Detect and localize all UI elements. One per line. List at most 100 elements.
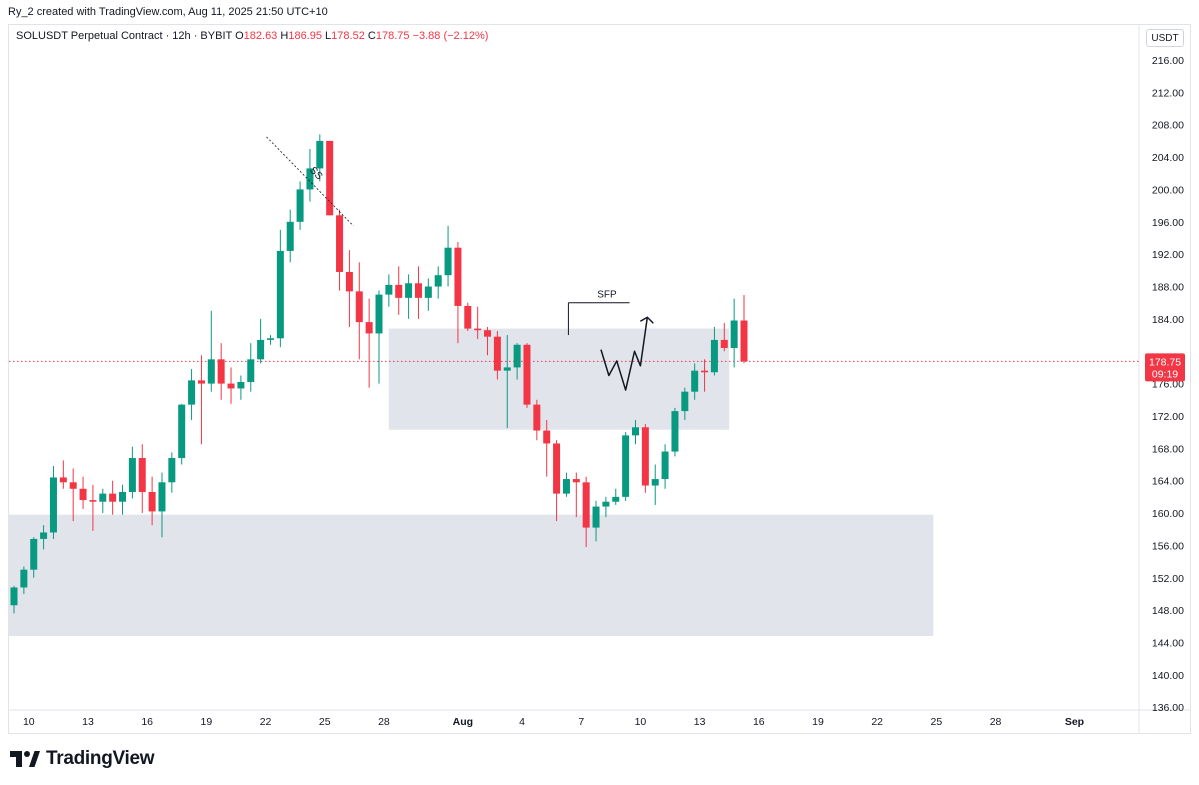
chart-credit: Ry_2 created with TradingView.com, Aug 1… — [8, 6, 328, 18]
candle-body — [326, 140, 334, 216]
candle — [533, 399, 541, 441]
candle-body — [691, 370, 699, 392]
candle — [641, 424, 649, 493]
candle-body — [385, 284, 393, 295]
candle — [503, 335, 511, 429]
candle — [464, 302, 472, 332]
candle-body — [513, 344, 521, 368]
candle-body — [592, 506, 600, 528]
candle-body — [365, 322, 373, 334]
candle-body — [266, 338, 274, 340]
candle — [49, 466, 57, 539]
open-label: O — [235, 30, 244, 42]
x-tick-label: 28 — [378, 716, 390, 728]
y-tick-label: 144.00 — [1152, 637, 1184, 649]
candle — [612, 488, 620, 505]
symbol-title: SOLUSDT Perpetual Contract · 12h · BYBIT — [16, 30, 233, 42]
y-tick-label: 148.00 — [1152, 605, 1184, 617]
candle — [365, 298, 373, 388]
x-tick-label: 22 — [871, 716, 883, 728]
y-tick-label: 156.00 — [1152, 540, 1184, 552]
candle — [444, 225, 452, 287]
candle — [740, 295, 748, 364]
candle — [178, 403, 186, 465]
zone-rect-0 — [9, 514, 934, 637]
candle — [395, 266, 403, 315]
candle — [543, 420, 551, 477]
candle — [20, 566, 28, 594]
candle — [385, 274, 393, 307]
candle — [434, 266, 442, 299]
candle — [701, 359, 709, 392]
y-tick-label: 196.00 — [1152, 217, 1184, 229]
x-tick-label: 10 — [23, 716, 35, 728]
y-tick-label: 216.00 — [1152, 55, 1184, 67]
y-tick-label: 136.00 — [1152, 702, 1184, 714]
price-badge-price: 178.75 — [1149, 356, 1181, 368]
candle-body — [701, 370, 709, 373]
candle-body — [730, 320, 738, 349]
candle — [207, 310, 215, 392]
candle-body — [316, 140, 324, 169]
candle-body — [89, 500, 97, 502]
candle-body — [345, 271, 353, 292]
candle-body — [20, 569, 28, 588]
candle — [553, 440, 561, 522]
candle — [484, 326, 492, 356]
candle — [286, 209, 294, 263]
candle — [661, 444, 669, 489]
y-tick-label: 204.00 — [1152, 152, 1184, 164]
candle — [493, 331, 501, 380]
candle-body — [503, 367, 511, 371]
close-label: C — [367, 30, 376, 42]
candle — [316, 134, 324, 182]
symbol-legend[interactable]: SOLUSDT Perpetual Contract · 12h · BYBIT… — [16, 30, 488, 42]
candle-body — [444, 247, 452, 276]
x-tick-label: 19 — [201, 716, 213, 728]
candle — [69, 468, 77, 522]
currency-selector[interactable]: USDT — [1146, 29, 1184, 47]
candle-body — [59, 477, 67, 483]
candle-body — [602, 501, 610, 507]
candle-body — [69, 482, 77, 489]
candle-body — [631, 427, 639, 436]
x-tick-label: Sep — [1065, 716, 1084, 728]
candle-body — [227, 383, 235, 389]
candle-body — [40, 532, 48, 539]
candle-body — [237, 381, 245, 389]
candle-body — [710, 339, 718, 373]
candle — [671, 407, 679, 457]
candle — [474, 306, 482, 340]
y-tick-label: 164.00 — [1152, 476, 1184, 488]
candle — [336, 209, 344, 291]
candle-body — [158, 482, 166, 512]
y-tick-label: 188.00 — [1152, 282, 1184, 294]
candle — [513, 343, 521, 380]
x-tick-label: 25 — [931, 716, 943, 728]
candle-body — [99, 493, 107, 502]
candle-body — [148, 492, 156, 512]
change-value: −3.88 (−2.12%) — [412, 30, 489, 42]
candle — [582, 476, 590, 548]
candle-body — [296, 189, 304, 222]
candle-body — [119, 492, 127, 502]
candle-body — [276, 250, 284, 339]
candle-body — [178, 404, 186, 459]
x-tick-label: 4 — [519, 716, 525, 728]
close-value: 178.75 — [375, 30, 410, 42]
candle — [59, 460, 67, 489]
price-badge-bg — [1145, 353, 1185, 382]
candle — [631, 420, 639, 445]
x-tick-label: 13 — [694, 716, 706, 728]
candle-body — [720, 339, 728, 349]
candle-body — [49, 477, 57, 533]
candle — [345, 250, 353, 327]
candle — [257, 318, 265, 364]
candle-body — [168, 458, 176, 483]
candle — [217, 343, 225, 400]
candle — [572, 472, 580, 518]
candle-body — [247, 359, 255, 382]
x-tick-label: 7 — [578, 716, 584, 728]
candle-body — [336, 215, 344, 272]
